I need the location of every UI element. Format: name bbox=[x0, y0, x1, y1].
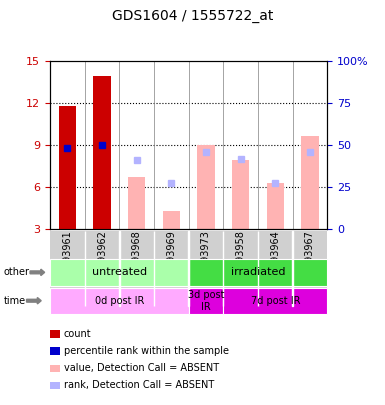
Text: irradiated: irradiated bbox=[231, 267, 285, 277]
Bar bbox=[162, 211, 180, 229]
Bar bbox=[266, 183, 284, 229]
Text: time: time bbox=[4, 296, 26, 306]
Bar bbox=[128, 177, 145, 229]
Bar bbox=[232, 160, 249, 229]
Text: 3d post
IR: 3d post IR bbox=[188, 290, 224, 311]
Text: 0d post IR: 0d post IR bbox=[95, 296, 144, 306]
Bar bbox=[93, 76, 111, 229]
Text: value, Detection Call = ABSENT: value, Detection Call = ABSENT bbox=[64, 363, 219, 373]
Bar bbox=[197, 145, 215, 229]
Text: percentile rank within the sample: percentile rank within the sample bbox=[64, 346, 229, 356]
Bar bbox=[59, 106, 76, 229]
Text: other: other bbox=[4, 267, 30, 277]
Text: rank, Detection Call = ABSENT: rank, Detection Call = ABSENT bbox=[64, 380, 214, 390]
Text: count: count bbox=[64, 329, 91, 339]
Text: GDS1604 / 1555722_at: GDS1604 / 1555722_at bbox=[112, 9, 273, 23]
Text: 7d post IR: 7d post IR bbox=[251, 296, 300, 306]
Bar bbox=[301, 136, 318, 229]
Text: untreated: untreated bbox=[92, 267, 147, 277]
